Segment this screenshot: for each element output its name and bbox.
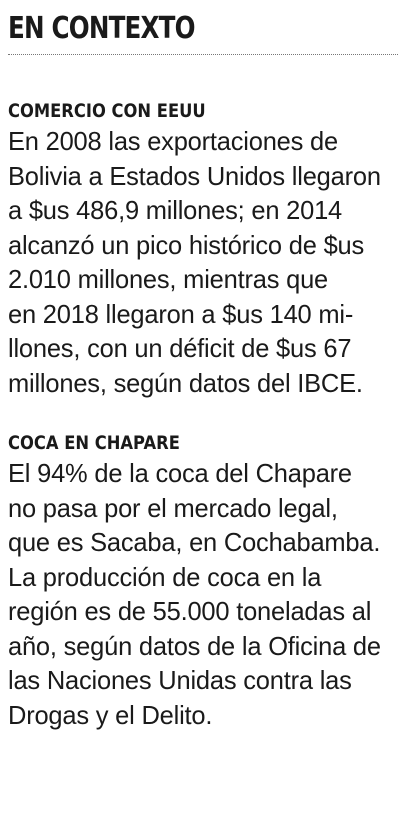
section-coca: COCA EN CHAPARE El 94% de la coca del Ch… <box>8 431 400 733</box>
body-line: 2.010 millones, mientras que <box>8 266 329 294</box>
body-line: Drogas y el Delito. <box>8 701 213 730</box>
body-line: las Naciones Unidas contra las <box>8 667 352 695</box>
body-line: En 2008 las exportaciones de <box>8 128 338 156</box>
section-body: El 94% de la coca del Chapare no pasa po… <box>8 457 400 733</box>
body-line: millones, según datos del IBCE. <box>8 369 363 398</box>
body-line: La producción de coca en la <box>8 563 322 592</box>
context-sidebar: EN CONTEXTO COMERCIO CON EEUU En 2008 la… <box>8 0 400 733</box>
body-line: en 2018 llegaron a $us 140 mi- <box>8 300 354 329</box>
body-line: llones, con un déficit de $us 67 <box>8 335 352 363</box>
section-trade: COMERCIO CON EEUU En 2008 las exportacio… <box>8 99 400 401</box>
body-line: año, según datos de la Oficina de <box>8 632 381 661</box>
body-line: Bolivia a Estados Unidos llegaron <box>8 162 381 191</box>
body-line: a $us 486,9 millones; en 2014 <box>8 197 343 225</box>
section-heading: COCA EN CHAPARE <box>8 432 180 454</box>
body-line: alcanzó un pico histórico de $us <box>8 231 365 260</box>
title-divider <box>8 54 398 55</box>
sidebar-title: EN CONTEXTO <box>8 11 196 46</box>
section-body: En 2008 las exportaciones de Bolivia a E… <box>8 125 400 401</box>
body-line: El 94% de la coca del Chapare <box>8 460 352 488</box>
body-line: no pasa por el mercado legal, <box>8 494 338 523</box>
body-line: que es Sacaba, en Cochabamba. <box>8 529 381 557</box>
body-line: región es de 55.000 toneladas al <box>8 598 372 626</box>
section-heading: COMERCIO CON EEUU <box>8 100 206 122</box>
